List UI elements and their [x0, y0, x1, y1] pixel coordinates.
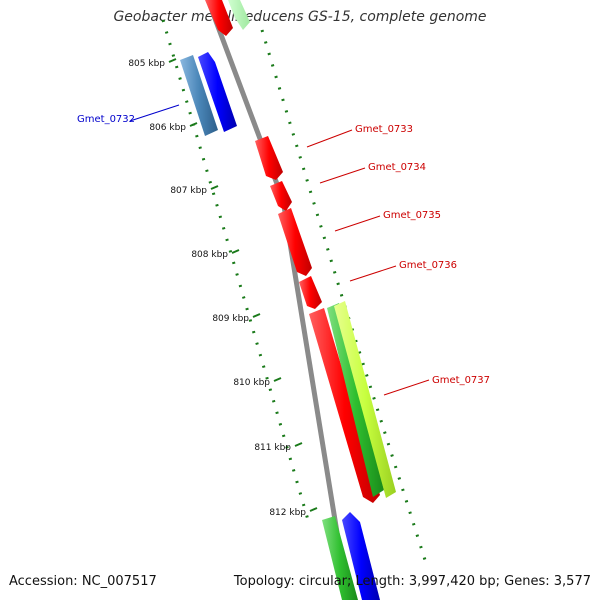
scale-tick — [168, 58, 177, 63]
gene-label-leader — [129, 104, 180, 122]
scale-label: 806 kbp — [149, 123, 186, 133]
gene-label-leader — [349, 265, 397, 282]
gene-gmet0732-steelblue — [180, 55, 218, 136]
scale-label: 807 kbp — [170, 186, 207, 196]
topology-info: Topology: circular; Length: 3,997,420 bp… — [233, 574, 591, 589]
gene-label[interactable]: Gmet_0734 — [368, 162, 426, 173]
gene-gmet0735 — [278, 208, 312, 276]
scale-label: 809 kbp — [212, 314, 249, 324]
scale-label: 805 kbp — [128, 59, 165, 69]
scale-tick — [294, 442, 303, 447]
outer-tick-track — [260, 29, 427, 561]
gene-label[interactable]: Gmet_0736 — [399, 260, 457, 271]
gene-label-leader — [334, 215, 381, 232]
scale-label: 812 kbp — [269, 508, 306, 518]
gene-label[interactable]: Gmet_0732 — [77, 114, 135, 125]
gene-bottom-blue — [342, 512, 380, 600]
scale-tick — [210, 185, 219, 190]
accession-text: Accession: NC_007517 — [9, 574, 157, 589]
gene-label-leader — [383, 379, 430, 396]
scale-label: 811 kbp — [254, 443, 291, 453]
gene-label[interactable]: Gmet_0737 — [432, 375, 490, 386]
scale-tick — [189, 122, 198, 127]
gene-top-pale-green — [228, 0, 250, 30]
gene-top-red — [205, 0, 233, 36]
gene-gmet0733 — [255, 136, 283, 180]
gene-label-leader — [306, 129, 353, 148]
gene-gmet0736 — [299, 276, 322, 309]
scale-tick — [273, 377, 282, 382]
genome-title: Geobacter metallireducens GS-15, complet… — [113, 9, 487, 25]
gene-gmet0734 — [270, 181, 292, 211]
gene-label[interactable]: Gmet_0733 — [355, 124, 413, 135]
gene-green-strand — [327, 303, 384, 497]
gene-gmet0732-blue — [198, 52, 237, 132]
gene-label-leader — [319, 167, 366, 184]
scale-tick — [231, 249, 240, 254]
gene-label[interactable]: Gmet_0735 — [383, 210, 441, 221]
scale-tick — [309, 507, 318, 512]
scale-labels: 805 kbp 806 kbp 807 kbp 808 kbp 809 kbp 810 k… — [128, 58, 318, 518]
gene-labels: Gmet_0732 Gmet_0733 Gmet_0734 Gmet_0735 Gmet… — [77, 104, 490, 396]
scale-label: 810 kbp — [233, 378, 270, 388]
gene-gmet0737 — [309, 308, 380, 503]
scale-label: 808 kbp — [191, 250, 228, 260]
scale-tick — [252, 313, 261, 318]
gene-lime-strand — [334, 301, 396, 498]
gene-bottom-green — [322, 516, 358, 600]
